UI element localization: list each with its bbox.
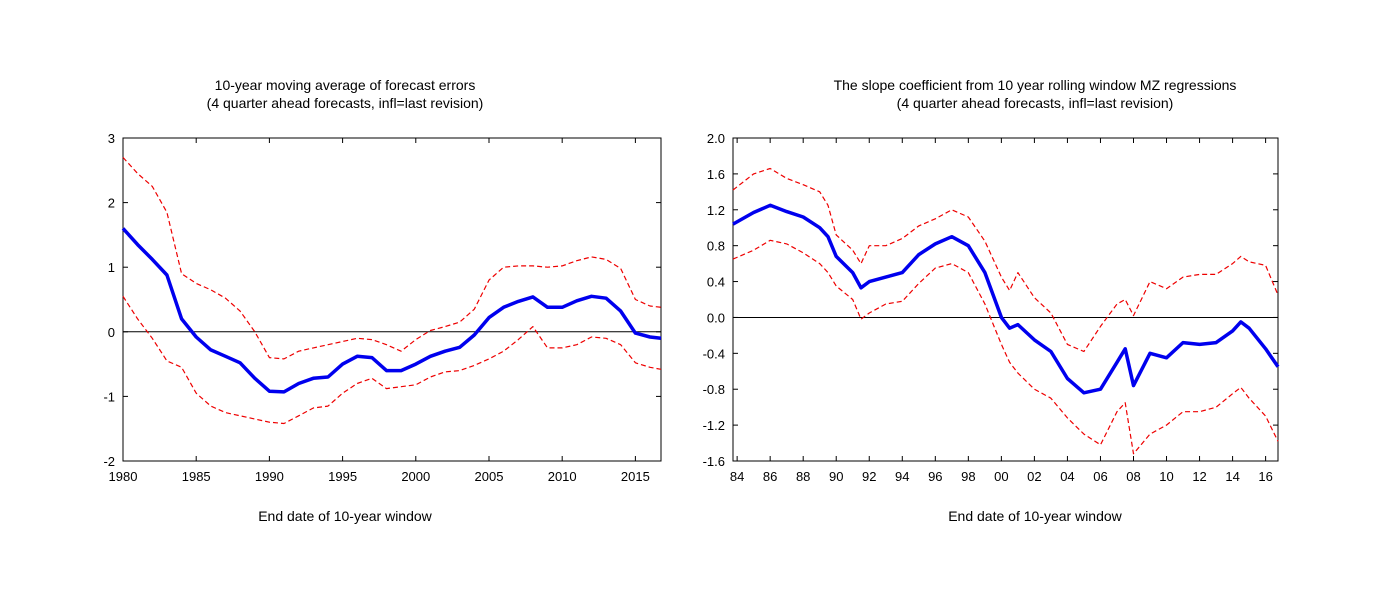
chart-left-title: 10-year moving average of forecast error… xyxy=(214,77,476,93)
chart-right-1-x-tick-label: 02 xyxy=(1027,469,1041,484)
chart-right-1-y-tick-label: 2.0 xyxy=(707,131,725,146)
chart-right-subtitle: (4 quarter ahead forecasts, infl=last re… xyxy=(896,95,1174,111)
chart-right-1-x-tick-label: 00 xyxy=(994,469,1008,484)
chart-left-0-x-tick-label: 2010 xyxy=(548,469,577,484)
chart-left-0-y-tick-label: -2 xyxy=(103,454,115,469)
chart-right-1-x-tick-label: 94 xyxy=(895,469,909,484)
chart-left-0-plot-frame xyxy=(122,137,662,462)
chart-right-1-x-tick-label: 98 xyxy=(961,469,975,484)
chart-left-0-y-tick-label: 2 xyxy=(108,196,115,211)
chart-right-1-y-tick-label: -0.8 xyxy=(703,382,725,397)
chart-right-1-x-tick-label: 84 xyxy=(730,469,744,484)
chart-right-1-y-tick-label: 0.0 xyxy=(707,310,725,325)
chart-left-0-x-tick-label: 2000 xyxy=(401,469,430,484)
chart-right-1-x-tick-label: 06 xyxy=(1093,469,1107,484)
chart-right-1-y-tick-label: 1.6 xyxy=(707,167,725,182)
chart-right-1-upper-band-line xyxy=(732,167,1279,353)
chart-left-0-x-tick-label: 1990 xyxy=(255,469,284,484)
chart-left-0-x-tick-label: 1985 xyxy=(182,469,211,484)
chart-right-1-y-tick-label: -1.2 xyxy=(703,418,725,433)
chart-right-1-y-tick-label: -1.6 xyxy=(703,454,725,469)
chart-right-1-x-tick-label: 96 xyxy=(928,469,942,484)
chart-right-1-x-tick-label: 10 xyxy=(1159,469,1173,484)
chart-left-0-lower-band-line xyxy=(122,295,662,425)
chart-right-1-x-tick-label: 12 xyxy=(1192,469,1206,484)
chart-left-title-block: 10-year moving average of forecast error… xyxy=(0,76,690,112)
chart-left-0-y-tick-label: 0 xyxy=(108,325,115,340)
chart-right-1-plot-frame xyxy=(732,137,1279,462)
chart-left-0-x-tick-label: 1995 xyxy=(328,469,357,484)
chart-left-0-y-tick-label: -1 xyxy=(103,389,115,404)
chart-right: The slope coefficient from 10 year rolli… xyxy=(690,0,1380,600)
chart-left-0-y-tick-label: 3 xyxy=(108,131,115,146)
chart-right-1-x-tick-label: 88 xyxy=(796,469,810,484)
chart-left-0-x-tick-label: 2015 xyxy=(621,469,650,484)
chart-right-1-y-tick-label: 0.4 xyxy=(707,275,725,290)
chart-left-0-estimate-line xyxy=(121,227,662,394)
chart-right-title: The slope coefficient from 10 year rolli… xyxy=(833,77,1237,93)
chart-right-1-estimate-line xyxy=(732,203,1280,395)
chart-left-0-y-tick-label: 1 xyxy=(108,260,115,275)
chart-left: 10-year moving average of forecast error… xyxy=(0,76,690,524)
chart-right-plot: -1.6 -1.2 -0.8 -0.4 0.0 0.4 0.8 1.2 1.6 2.0 84 86 88… xyxy=(703,131,1280,484)
chart-left-0-x-tick-label: 2005 xyxy=(475,469,504,484)
chart-right-1-x-tick-label: 04 xyxy=(1060,469,1074,484)
chart-left-0-x-tick-label: 1980 xyxy=(109,469,138,484)
chart-left-x-axis-label: End date of 10-year window xyxy=(258,508,432,524)
chart-right-1-lower-band-line xyxy=(732,239,1279,455)
chart-right-1-x-tick-label: 90 xyxy=(829,469,843,484)
chart-right-1-y-tick-label: -0.4 xyxy=(703,346,725,361)
chart-right-1-x-tick-label: 16 xyxy=(1258,469,1272,484)
chart-right-1-x-tick-label: 08 xyxy=(1126,469,1140,484)
chart-right-title-block: The slope coefficient from 10 year rolli… xyxy=(690,76,1380,112)
chart-right-1-x-tick-label: 86 xyxy=(763,469,777,484)
chart-left-plot: -2 -1 0 1 2 3 1980 1985 1990 1995 2000 2005 2010 2015 xyxy=(103,131,662,484)
chart-right-1-x-tick-label: 92 xyxy=(862,469,876,484)
chart-right-x-axis-label: End date of 10-year window xyxy=(948,508,1122,524)
chart-left-0-upper-band-line xyxy=(122,156,662,360)
chart-right-1-y-tick-label: 0.8 xyxy=(707,239,725,254)
chart-left-subtitle: (4 quarter ahead forecasts, infl=last re… xyxy=(206,95,484,111)
chart-right-1-x-tick-label: 14 xyxy=(1225,469,1239,484)
chart-right-1-y-tick-label: 1.2 xyxy=(707,203,725,218)
